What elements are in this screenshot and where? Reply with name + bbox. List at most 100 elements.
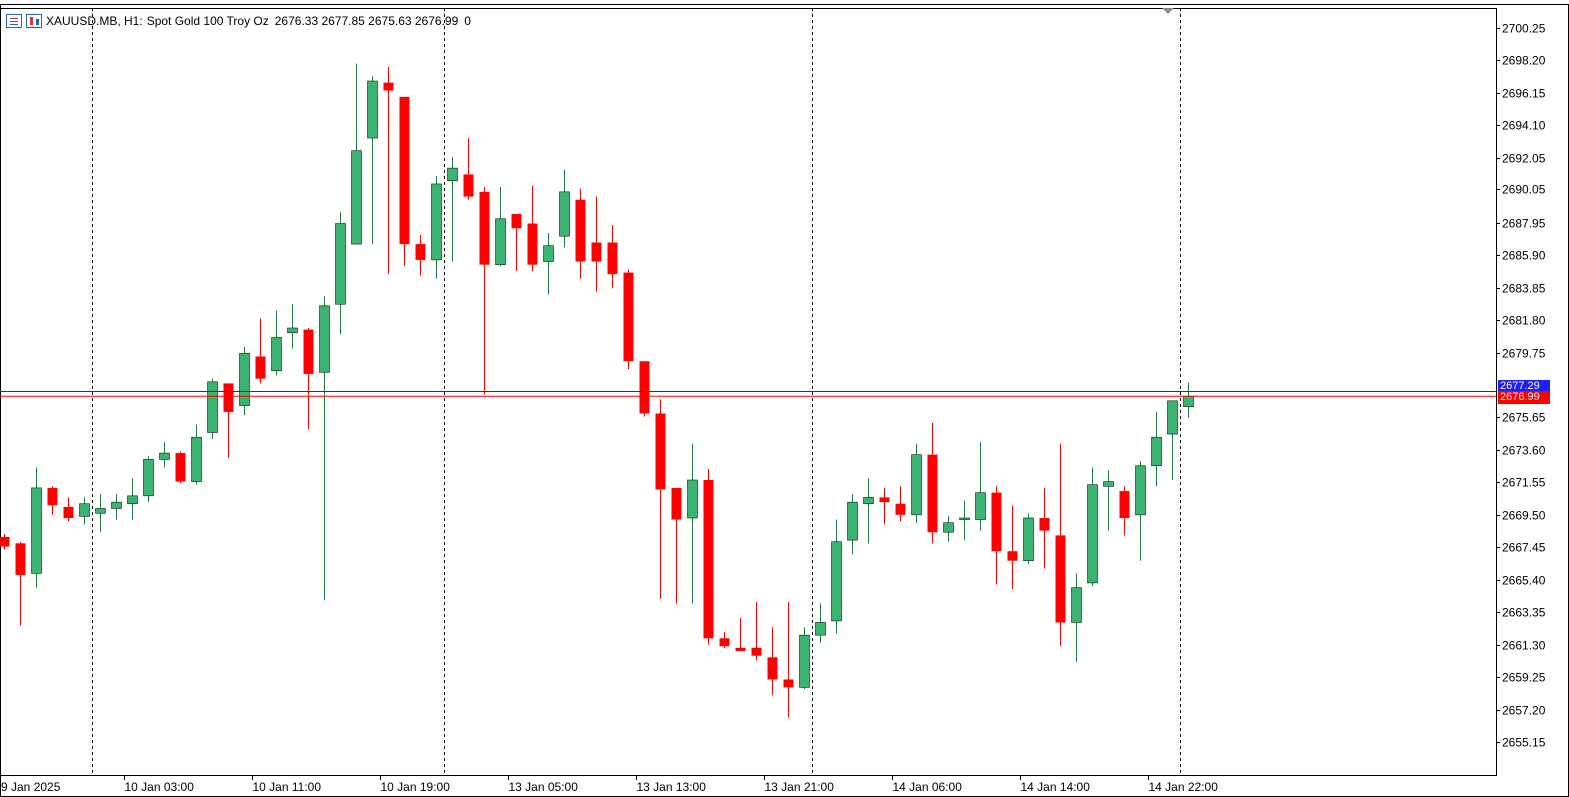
candle — [415, 234, 426, 276]
candle — [111, 494, 122, 520]
candle — [1087, 467, 1098, 587]
candle-body-bear — [527, 223, 538, 265]
ohlc-values: 2676.33 2677.85 2675.63 2676.99 — [274, 14, 459, 28]
candle-body-bear — [591, 242, 602, 262]
chart-shift-marker-icon[interactable] — [1162, 8, 1174, 14]
candle — [543, 233, 554, 295]
candle — [847, 494, 858, 555]
candle-body-bull — [847, 501, 858, 541]
candle — [799, 627, 810, 689]
x-tick-label: 10 Jan 03:00 — [125, 780, 195, 794]
y-tick-label: 2687.95 — [1502, 217, 1546, 231]
candle — [639, 361, 650, 417]
candle-body-bull — [191, 436, 202, 482]
candle-body-bull — [1103, 481, 1114, 487]
candle — [687, 443, 698, 604]
candle — [1135, 460, 1146, 561]
y-tick-label: 2665.40 — [1502, 574, 1546, 588]
candle-body-bull — [831, 541, 842, 622]
candle — [479, 187, 490, 395]
candle-body-bear — [639, 361, 650, 414]
candle-body-bear — [671, 487, 682, 520]
y-tick-label: 2661.30 — [1502, 639, 1546, 653]
x-tick-label: 13 Jan 13:00 — [637, 780, 707, 794]
candle — [463, 138, 474, 200]
candle-body-bull — [447, 167, 458, 182]
bid-price-tag: 2676.99 — [1498, 391, 1550, 404]
candle — [1055, 443, 1066, 647]
candle — [303, 328, 314, 430]
window-border — [0, 4, 1569, 797]
ask-price-tag: 2677.29 — [1498, 380, 1550, 393]
y-tick-label: 2681.80 — [1502, 314, 1546, 328]
candle — [1039, 487, 1050, 569]
candle — [239, 347, 250, 416]
candle — [911, 443, 922, 523]
candle-body-bull — [687, 479, 698, 519]
candle — [287, 304, 298, 349]
candle — [1183, 382, 1194, 418]
volume-value: 0 — [464, 14, 471, 28]
y-tick-label: 2700.25 — [1502, 22, 1546, 36]
y-tick-label: 2675.65 — [1502, 411, 1546, 425]
candle-body-bear — [383, 82, 394, 91]
candle — [127, 478, 138, 520]
candle — [1167, 400, 1178, 480]
candle-body-bull — [351, 150, 362, 245]
candle-body-bull — [1087, 484, 1098, 584]
candle — [495, 187, 506, 267]
x-tick-label: 10 Jan 19:00 — [381, 780, 451, 794]
symbol-description: Spot Gold 100 Troy Oz — [146, 14, 269, 28]
candle-body-bull — [1135, 465, 1146, 516]
candle — [447, 157, 458, 262]
candle-body-bull — [559, 191, 570, 237]
y-tick-label: 2655.15 — [1502, 736, 1546, 750]
y-tick-label: 2659.25 — [1502, 671, 1546, 685]
candles-icon[interactable] — [26, 14, 42, 28]
candle-body-bear — [655, 413, 666, 490]
candle-body-bear — [175, 453, 186, 482]
candle — [0, 533, 10, 550]
candle-body-bear — [463, 174, 474, 197]
candle-body-bull — [1151, 436, 1162, 467]
candle — [991, 486, 1002, 585]
candle — [1007, 505, 1018, 590]
candle — [959, 500, 970, 541]
candle — [831, 519, 842, 634]
candle-body-bull — [159, 452, 170, 460]
candle-body-bull — [239, 353, 250, 406]
candle — [335, 212, 346, 335]
chart-list-icon[interactable] — [6, 14, 22, 28]
candle — [767, 627, 778, 696]
candle-body-bull — [943, 522, 954, 533]
candle — [895, 486, 906, 522]
candle-body-bear — [1007, 551, 1018, 561]
candle-body-bear — [895, 503, 906, 515]
candle-body-bear — [303, 329, 314, 374]
candle-body-bear — [607, 242, 618, 275]
y-tick-label: 2694.10 — [1502, 119, 1546, 133]
candle — [1119, 486, 1130, 536]
candle-body-bull — [815, 622, 826, 636]
candle — [143, 456, 154, 503]
candle-body-bull — [111, 501, 122, 509]
candle-body-bull — [799, 634, 810, 688]
candle-body-bull — [95, 508, 106, 514]
y-tick-label: 2696.15 — [1502, 87, 1546, 101]
y-tick-label: 2679.75 — [1502, 347, 1546, 361]
candle-body-bear — [415, 244, 426, 260]
y-tick-label: 2698.20 — [1502, 54, 1546, 68]
candle-body-bull — [207, 381, 218, 433]
candle-body-bull — [367, 80, 378, 139]
y-tick-label: 2683.85 — [1502, 282, 1546, 296]
y-tick-label: 2685.90 — [1502, 249, 1546, 263]
candle — [159, 441, 170, 468]
candle-body-bull — [287, 327, 298, 334]
candle — [1151, 411, 1162, 487]
candle-body-bull — [31, 487, 42, 574]
candle — [511, 214, 522, 272]
candle — [703, 468, 714, 645]
candle — [63, 497, 74, 522]
